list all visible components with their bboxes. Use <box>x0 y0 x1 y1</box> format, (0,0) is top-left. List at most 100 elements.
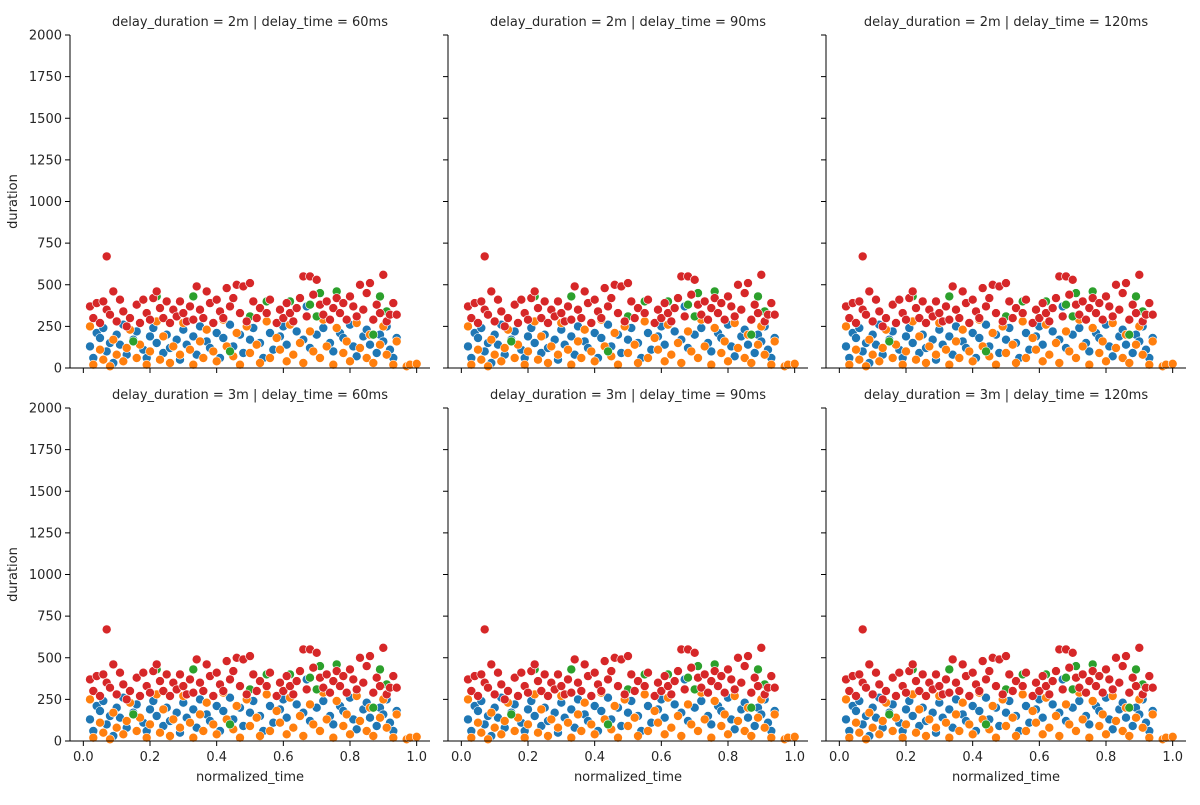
data-point <box>479 624 490 635</box>
data-point <box>1044 722 1055 733</box>
data-point <box>1007 339 1018 350</box>
data-point <box>766 298 777 308</box>
data-point <box>709 696 720 706</box>
data-point <box>1127 721 1138 731</box>
data-point <box>1031 717 1041 728</box>
data-point <box>663 681 673 691</box>
data-point <box>161 296 172 307</box>
data-point <box>145 704 155 715</box>
data-point <box>1114 677 1125 688</box>
data-point <box>957 324 968 335</box>
data-point <box>719 709 730 720</box>
data-point <box>941 301 951 312</box>
data-point <box>706 359 717 370</box>
data-point <box>161 669 172 680</box>
data-point <box>125 313 135 323</box>
data-point <box>696 309 707 320</box>
data-point <box>265 353 275 363</box>
data-point <box>381 722 392 733</box>
data-point <box>1017 681 1028 691</box>
data-point <box>261 316 272 327</box>
data-point <box>271 318 282 328</box>
data-point <box>709 293 720 303</box>
data-point <box>489 722 500 733</box>
data-point <box>1134 642 1145 653</box>
data-point <box>659 356 670 367</box>
data-point <box>623 348 633 358</box>
data-point <box>151 338 162 348</box>
data-point <box>368 329 379 340</box>
data-point <box>473 318 483 328</box>
data-point <box>1084 719 1095 730</box>
data-point <box>225 319 235 330</box>
data-point <box>864 659 875 670</box>
data-point <box>218 706 229 716</box>
data-point <box>974 686 985 696</box>
data-point <box>355 716 365 726</box>
data-point <box>318 323 329 333</box>
data-point <box>95 691 105 701</box>
data-point <box>523 687 533 698</box>
data-point <box>1087 293 1098 303</box>
data-point <box>473 344 483 355</box>
data-point <box>463 341 473 352</box>
data-point <box>245 651 255 661</box>
data-point <box>305 699 315 710</box>
data-point <box>977 656 988 666</box>
data-point <box>589 356 600 367</box>
data-point <box>679 311 690 322</box>
data-point <box>609 328 620 338</box>
data-point <box>281 712 292 723</box>
data-point <box>1054 358 1065 368</box>
data-point <box>1047 699 1058 710</box>
data-point <box>967 356 978 367</box>
data-point <box>121 343 132 353</box>
data-point <box>746 358 757 368</box>
data-point <box>168 714 179 725</box>
data-point <box>897 359 908 370</box>
data-point <box>1121 651 1131 661</box>
data-point <box>225 674 235 685</box>
x-tick-label: 0.0 <box>451 750 472 765</box>
data-point <box>338 671 349 681</box>
data-point <box>967 701 978 711</box>
data-point <box>556 308 567 318</box>
data-point <box>673 338 683 348</box>
data-point <box>523 704 533 715</box>
data-point <box>388 298 399 308</box>
data-point <box>1011 303 1021 313</box>
data-point <box>255 731 265 741</box>
data-point <box>351 351 362 362</box>
data-point <box>666 349 677 360</box>
data-point <box>941 674 951 685</box>
data-point <box>378 642 389 653</box>
data-point <box>729 684 740 695</box>
data-point <box>871 667 881 678</box>
data-point <box>944 732 955 743</box>
data-point <box>368 314 379 325</box>
data-point <box>733 716 743 726</box>
data-point <box>345 356 355 367</box>
data-point <box>673 293 683 303</box>
data-point <box>1041 681 1051 691</box>
data-point <box>1124 314 1135 325</box>
data-point <box>974 313 985 323</box>
data-point <box>753 308 763 318</box>
data-point <box>108 659 119 670</box>
data-point <box>1084 346 1095 357</box>
data-point <box>275 304 285 315</box>
data-point <box>529 338 540 348</box>
data-point <box>245 348 255 358</box>
data-point <box>706 346 717 357</box>
data-point <box>151 286 162 297</box>
data-point <box>1131 664 1141 675</box>
data-point <box>706 303 717 313</box>
data-point <box>1147 309 1158 320</box>
data-point <box>195 709 205 720</box>
data-point <box>666 316 677 327</box>
data-point <box>1064 662 1075 673</box>
data-point <box>466 686 477 696</box>
data-point <box>506 336 517 347</box>
data-point <box>987 328 998 338</box>
data-point <box>95 706 105 716</box>
